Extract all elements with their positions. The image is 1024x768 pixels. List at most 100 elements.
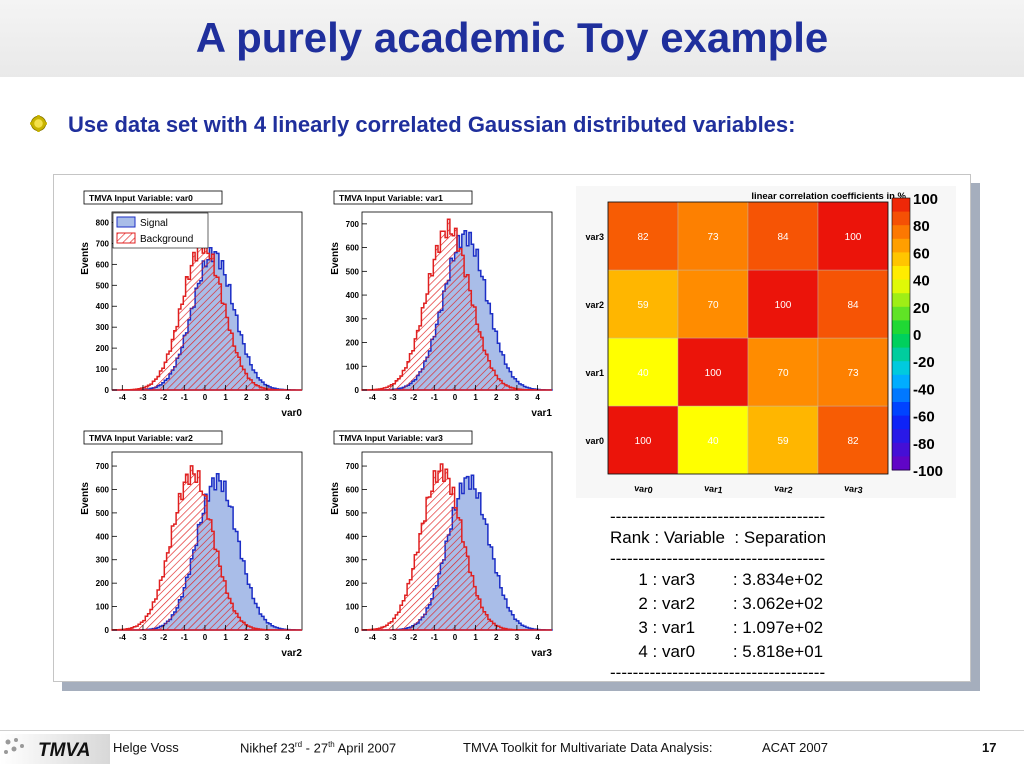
x-axis-label: var2 [281,648,302,659]
matrix-row-label: var1 [585,368,604,378]
x-tick-label: -2 [410,393,418,402]
x-tick-label: 0 [203,393,208,402]
matrix-cell-value: 84 [847,300,859,311]
y-tick-label: 200 [346,579,360,588]
x-tick-label: -4 [119,633,127,642]
x-tick-label: -2 [410,633,418,642]
colorbar-segment [892,334,910,349]
ranking-separator: -------------------------------------- [610,663,826,682]
matrix-col-label: var1 [704,483,724,495]
x-tick-label: 0 [453,393,458,402]
matrix-cell-value: 59 [637,300,649,311]
matrix-row-label: var3 [585,232,604,242]
ranking-separator: -------------------------------------- [610,549,826,568]
ranking-row: 4 : var0 : 5.818e+01 [610,642,824,661]
matrix-title: linear correlation coefficients in % [751,191,906,202]
matrix-cell-value: 82 [847,436,859,447]
colorbar-segment [892,402,910,417]
matrix-cell [677,269,749,339]
x-tick-label: -1 [181,393,189,402]
colorbar-tick-label: 60 [913,245,930,262]
x-tick-label: -4 [119,393,127,402]
ranking-table: -------------------------------------- R… [610,508,826,682]
y-tick-label: 100 [96,365,110,374]
colorbar-segment [892,347,910,362]
x-tick-label: 4 [285,393,290,402]
histogram-title-box [83,430,223,445]
footer-talk-title: TMVA Toolkit for Multivariate Data Analy… [463,740,713,755]
histogram-title: TMVA Input Variable: var0 [89,193,193,203]
matrix-row-label: var0 [585,436,604,446]
x-tick-label: -1 [181,633,189,642]
y-tick-label: 500 [346,267,360,276]
matrix-cell-value: 70 [777,368,789,379]
x-tick-label: 3 [265,633,270,642]
colorbar-tick-label: 20 [913,300,930,317]
y-tick-label: 400 [96,302,110,311]
y-tick-label: 100 [96,603,110,612]
y-tick-label: 100 [346,362,360,371]
colorbar-segment [892,442,910,457]
x-tick-label: 4 [535,633,540,642]
matrix-cell-value: 59 [777,436,789,447]
x-tick-label: -1 [431,393,439,402]
x-tick-label: -2 [160,393,168,402]
colorbar-tick-label: -60 [913,409,935,426]
legend-background-label: Background [140,234,193,245]
x-tick-label: 2 [244,393,249,402]
histogram-title: TMVA Input Variable: var1 [339,193,443,203]
colorbar-segment [892,456,910,471]
x-axis-label: var3 [531,648,552,659]
y-axis-label: Events [80,482,91,515]
x-tick-label: 2 [494,393,499,402]
colorbar-tick-label: 80 [913,218,930,235]
x-tick-label: -2 [160,633,168,642]
matrix-cell-value: 100 [705,368,722,379]
histogram-title-box [333,430,473,445]
colorbar-segment [892,361,910,376]
matrix-cell-value: 100 [635,436,652,447]
y-tick-label: 800 [96,218,110,227]
gear-bullet-icon [30,115,47,132]
y-tick-label: 600 [96,485,110,494]
colorbar-tick-label: -20 [913,354,935,371]
matrix-cell [747,269,819,339]
x-tick-label: 3 [265,393,270,402]
footer-author: Helge Voss [113,740,179,755]
histogram-title: TMVA Input Variable: var3 [339,433,443,443]
matrix-cell-value: 70 [707,300,719,311]
y-tick-label: 600 [346,244,360,253]
histogram-var1: 0 100 200 300 400 500 600 700 -4 -3 -2 -1 0 1 2 3 4 var1 E… [330,190,553,419]
x-tick-label: 1 [223,633,228,642]
colorbar-segment [892,279,910,294]
matrix-cell-value: 100 [845,232,862,243]
tmva-logo: TMVA [0,734,110,764]
x-tick-label: 1 [473,633,478,642]
y-tick-label: 500 [96,281,110,290]
background-histogram [111,465,302,631]
y-tick-label: 200 [96,579,110,588]
y-axis-label: Events [80,242,91,275]
y-tick-label: 0 [105,386,110,395]
colorbar-segment [892,374,910,389]
ranking-header: Rank : Variable : Separation [610,528,827,547]
y-tick-label: 600 [96,260,110,269]
x-tick-label: 0 [453,633,458,642]
colorbar-tick-label: 100 [913,191,938,208]
x-tick-label: -3 [139,393,147,402]
colorbar-segment [892,225,910,240]
bullet-text: Use data set with 4 linearly correlated … [68,112,796,137]
ranking-row: 1 : var3 : 3.834e+02 [610,570,824,589]
colorbar-tick-label: 0 [913,327,921,344]
y-tick-label: 100 [346,603,360,612]
colorbar-tick-label: -100 [913,463,943,480]
histogram-var0: 0 100 200 300 400 500 600 700 800 -4 -3 -2 -1 0 1 2 3 4 va… [80,190,302,419]
y-tick-label: 500 [346,509,360,518]
colorbar-segment [892,238,910,253]
y-tick-label: 700 [96,239,110,248]
y-tick-label: 0 [355,626,360,635]
matrix-cell [817,405,889,475]
legend-signal-label: Signal [140,218,168,229]
matrix-cell [607,269,679,339]
matrix-cell [607,201,679,271]
